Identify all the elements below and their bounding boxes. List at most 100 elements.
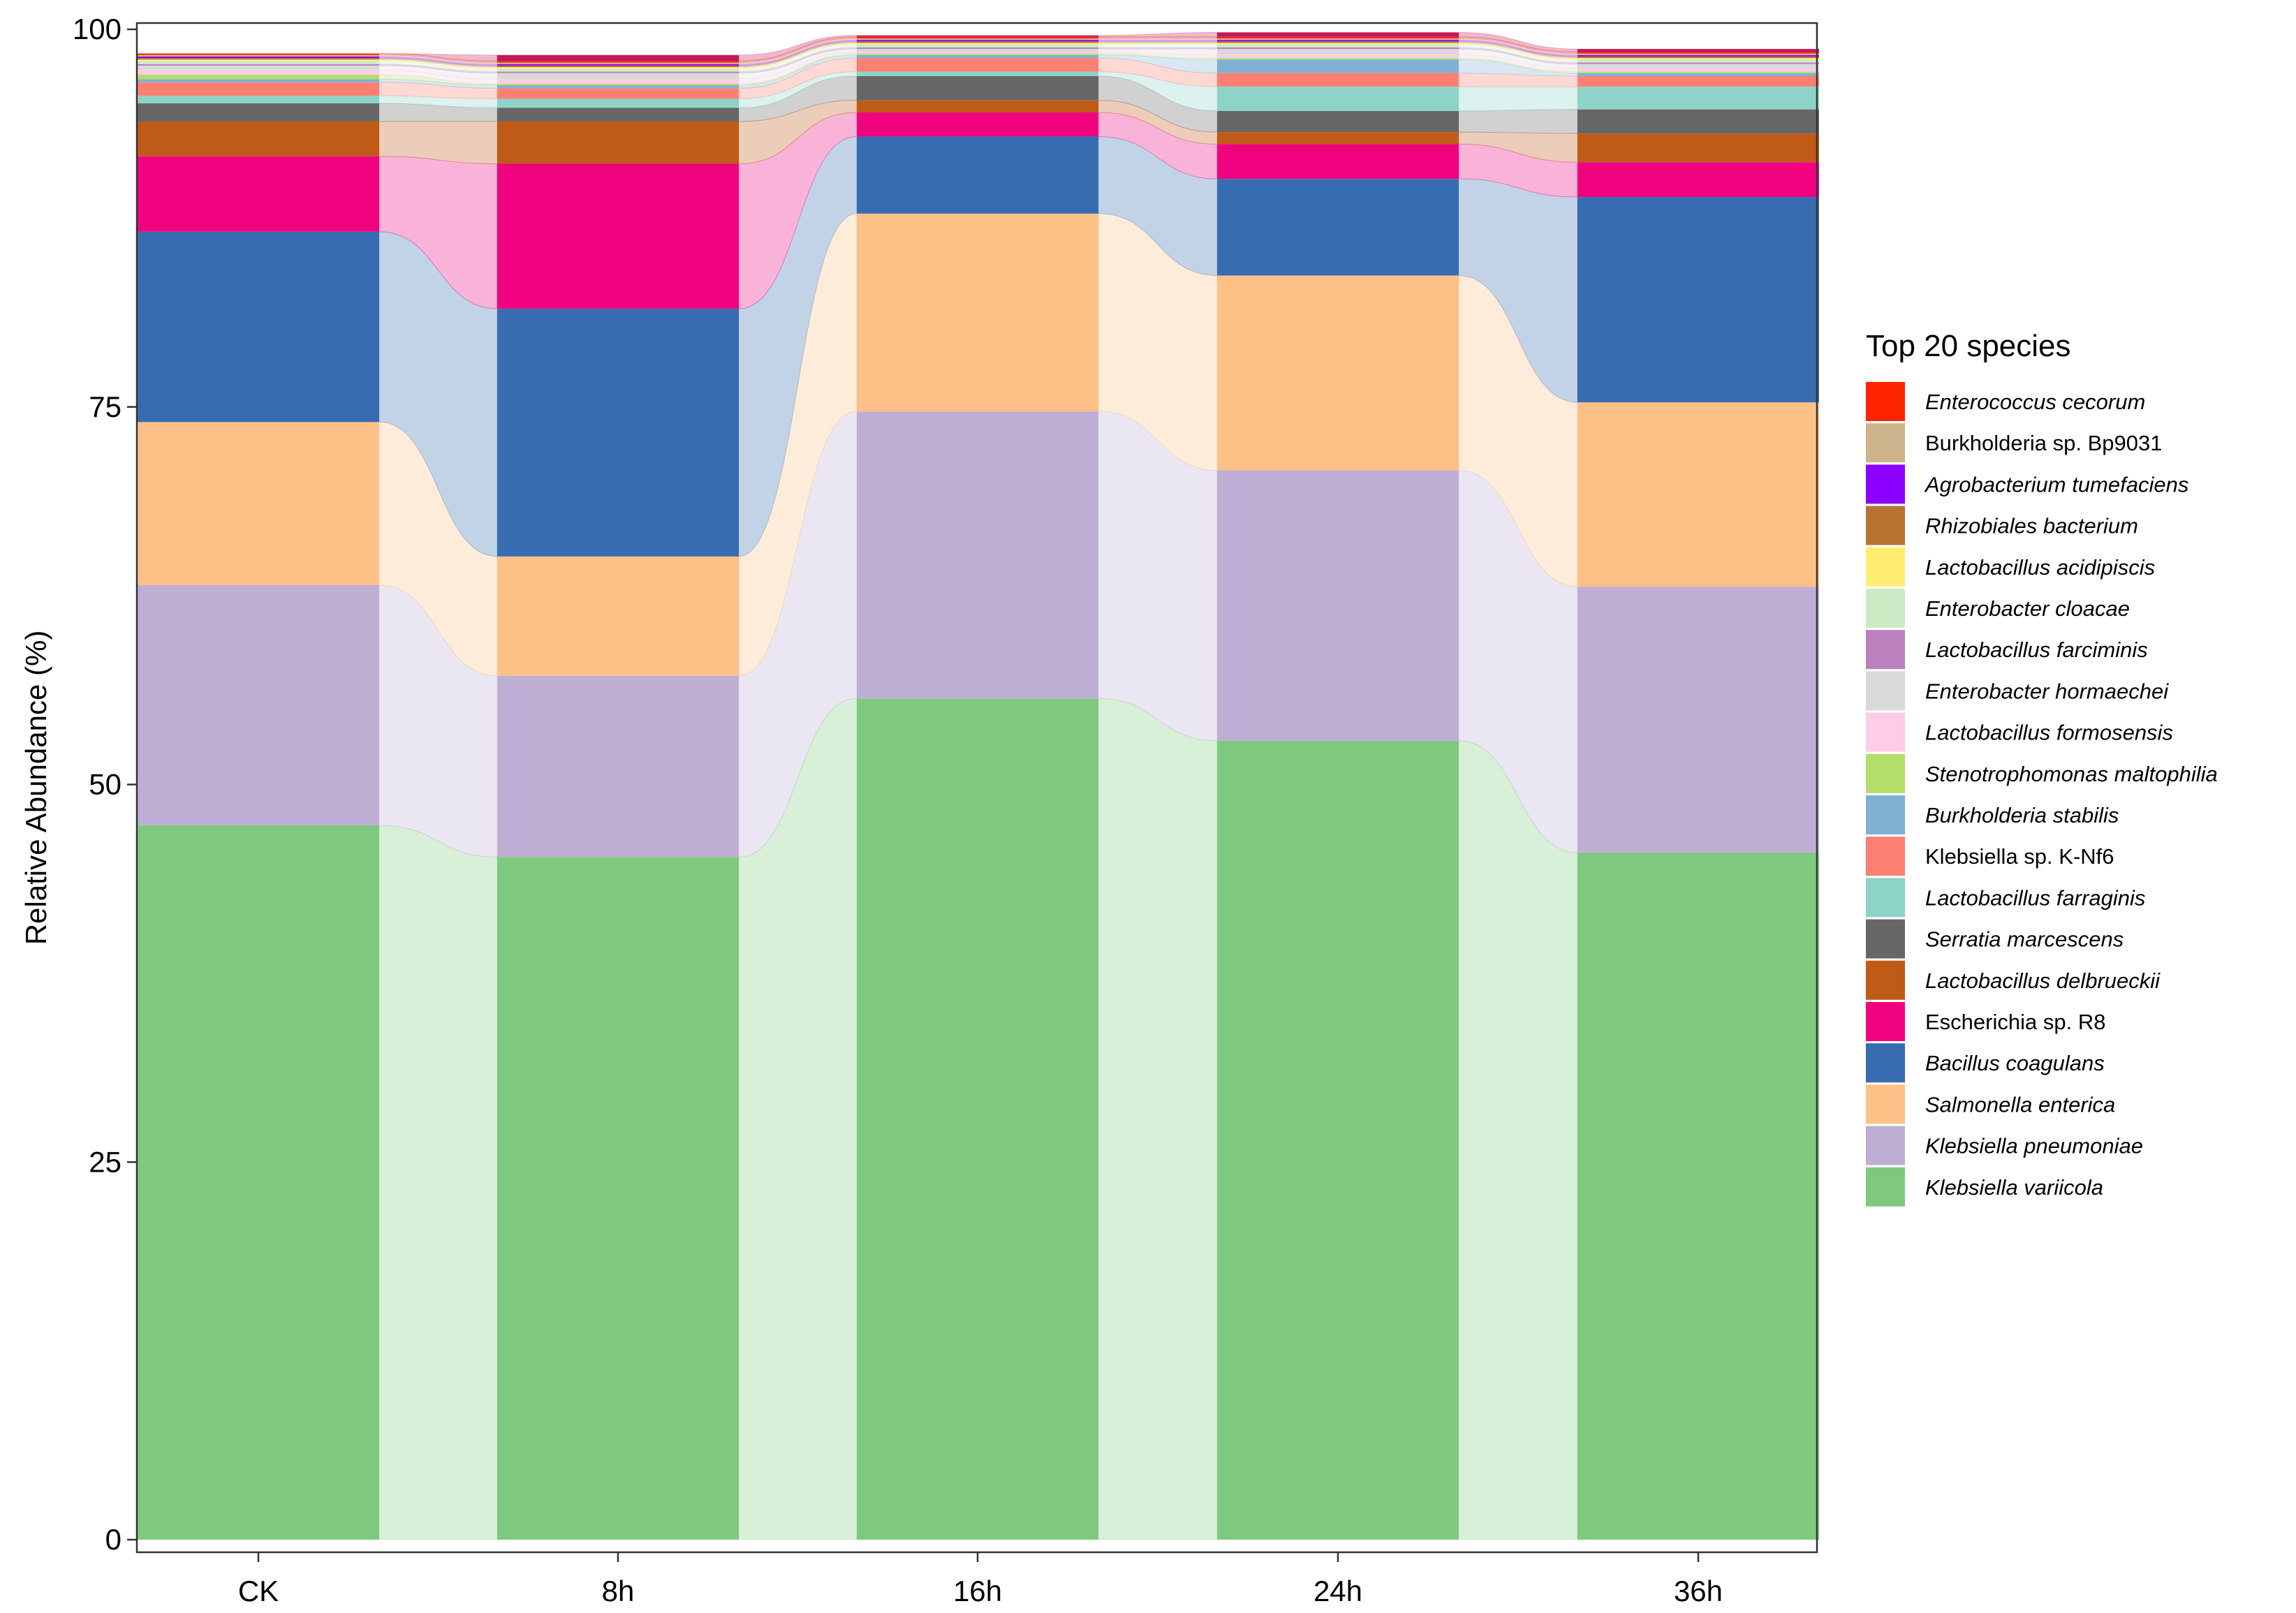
flow-lactobacillus-farraginis-24h-to-36h [1458,86,1578,112]
bar-segment-lactobacillus-acidipiscis [857,43,1098,45]
bar-segment-enterococcus-cecorum [138,53,379,55]
bar-segment-enterobacter-cloacae [497,68,739,72]
bar-segment-unclassified-top [1217,32,1459,37]
legend: Top 20 species Enterococcus cecorum Burkh… [1866,329,2218,1207]
bar-segment-lactobacillus-formosensis [497,79,739,84]
legend-key [1866,589,1905,628]
bar-segment-klebsiella-variicola [497,857,739,1540]
legend-item: Burkholderia sp. Bp9031 [1866,423,2163,463]
legend-label: Agrobacterium tumefaciens [1924,472,2188,496]
bar-segment-lactobacillus-delbrueckii [1577,133,1819,163]
flow-lactobacillus-delbrueckii-CK-to-8h [378,121,498,165]
bar-segment-escherichia-sp-r8 [138,156,379,232]
legend-key [1866,1126,1905,1165]
flow-bacillus-coagulans-16h-to-24h [1098,136,1218,277]
legend-key [1866,547,1905,587]
legend-item: Klebsiella pneumoniae [1866,1126,2143,1165]
bar-segment-unclassified-top [497,54,739,61]
flow-escherichia-sp-r8-16h-to-24h [1098,112,1218,179]
bar-segment-escherichia-sp-r8 [497,163,739,309]
bar-segment-enterobacter-hormaechei [138,65,379,71]
x-tick-label: 24h [1313,1575,1362,1607]
bar-segment-serratia-marcescens [497,108,739,121]
bar-segment-enterobacter-hormaechei [1217,49,1459,55]
x-tick-label: CK [238,1575,279,1607]
flow-lactobacillus-farraginis-16h-to-24h [1098,71,1218,112]
bar-segment-unclassified-top [1577,49,1819,52]
bar-segment-escherichia-sp-r8 [1577,162,1819,198]
legend-label: Lactobacillus delbrueckii [1925,968,2161,993]
legend-key [1866,1002,1905,1041]
bar-segment-lactobacillus-farciminis [497,71,739,73]
bar-segment-rhizobiales-bacterium [1577,56,1819,59]
legend-item: Lactobacillus formosensis [1866,712,2173,752]
bar-segment-serratia-marcescens [1577,109,1819,134]
bar-segment-serratia-marcescens [138,103,379,121]
bar-segment-lactobacillus-farciminis [1217,47,1459,50]
bar-8h [497,54,739,1540]
legend-key [1866,753,1905,793]
bar-segment-lactobacillus-farciminis [857,47,1098,50]
legend-item: Agrobacterium tumefaciens [1866,464,2188,504]
flow-bacillus-coagulans-24h-to-36h [1458,178,1578,403]
legend-key [1866,506,1905,545]
bar-segment-stenotrophomonas-maltophilia [497,83,739,86]
flow-klebsiella-variicola-16h-to-24h [1098,698,1218,1540]
bar-segment-klebsiella-variicola [857,698,1098,1540]
legend-label: Lactobacillus farraginis [1925,885,2145,910]
bar-segment-lactobacillus-acidipiscis [497,67,739,69]
legend-label: Klebsiella pneumoniae [1925,1134,2143,1158]
bar-segment-klebsiella-pneumoniae [138,584,379,825]
legend-item: Enterococcus cecorum [1866,382,2145,421]
bar-segment-klebsiella-variicola [138,825,379,1540]
bar-segment-lactobacillus-acidipiscis [138,59,379,61]
flow-klebsiella-pneumoniae-CK-to-8h [378,584,498,857]
bar-segment-burkholderia-stabilis [1577,73,1819,77]
y-tick-label: 100 [73,13,122,45]
legend-label: Enterobacter cloacae [1925,596,2130,621]
bar-segment-enterobacter-hormaechei [857,49,1098,52]
legend-key [1866,712,1905,752]
bar-segment-burkholderia-sp-bp9031 [857,38,1098,40]
bar-segment-burkholderia-sp-bp9031 [1217,38,1459,40]
bar-segment-serratia-marcescens [1217,110,1459,133]
bar-segment-salmonella-enterica [857,213,1098,412]
legend-item: Enterobacter cloacae [1866,589,2130,628]
bar-segment-lactobacillus-farraginis [497,98,739,108]
bar-segment-enterococcus-cecorum [1577,52,1819,54]
legend-key [1866,1043,1905,1083]
bar-segment-klebsiella-sp-k-nf6 [1577,76,1819,87]
bar-segment-stenotrophomonas-maltophilia [138,74,379,80]
bar-segment-agrobacterium-tumefaciens [857,40,1098,42]
legend-item: Serratia marcescens [1866,919,2124,959]
bar-segment-stenotrophomonas-maltophilia [1577,71,1819,73]
bar-segment-klebsiella-variicola [1217,740,1459,1540]
bar-segment-lactobacillus-farraginis [138,96,379,103]
legend-item: Lactobacillus farraginis [1866,878,2145,918]
bar-segment-serratia-marcescens [857,76,1098,101]
legend-item: Lactobacillus delbrueckii [1866,960,2161,1000]
legend-label: Enterococcus cecorum [1925,390,2145,414]
legend-item: Burkholderia stabilis [1866,795,2119,834]
legend-item: Salmonella enterica [1866,1084,2115,1124]
bar-segment-burkholderia-sp-bp9031 [1577,53,1819,55]
flow-escherichia-sp-r8-CK-to-8h [378,156,498,309]
legend-label: Klebsiella sp. K-Nf6 [1925,844,2114,869]
legend-item: Klebsiella sp. K-Nf6 [1866,837,2114,876]
legend-label: Bacillus coagulans [1925,1051,2105,1075]
bar-segment-salmonella-enterica [497,556,739,676]
bar-segment-burkholderia-stabilis [138,79,379,82]
legend-label: Escherichia sp. R8 [1925,1010,2105,1034]
bar-segment-agrobacterium-tumefaciens [497,64,739,66]
legend-key [1866,960,1905,1000]
bar-segment-enterococcus-cecorum [1217,36,1459,38]
bar-segment-burkholderia-sp-bp9031 [497,62,739,64]
legend-label: Lactobacillus farciminis [1925,638,2148,662]
bar-segment-enterococcus-cecorum [857,36,1098,38]
bar-segment-enterobacter-cloacae [1217,44,1459,47]
bar-segment-klebsiella-sp-k-nf6 [857,58,1098,72]
bar-segment-lactobacillus-formosensis [138,70,379,75]
legend-key [1866,382,1905,421]
y-tick-label: 50 [89,768,122,801]
